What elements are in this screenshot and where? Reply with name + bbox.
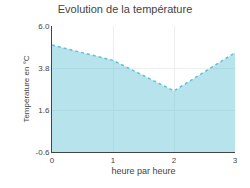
svg-text:Evolution de la température: Evolution de la température — [58, 3, 193, 15]
svg-text:3: 3 — [233, 156, 238, 165]
svg-text:1.6: 1.6 — [38, 106, 50, 115]
svg-text:2: 2 — [172, 156, 177, 165]
svg-text:heure par heure: heure par heure — [111, 166, 175, 176]
svg-text:-0.6: -0.6 — [36, 148, 50, 157]
svg-text:Température en °C: Température en °C — [22, 55, 31, 122]
svg-text:1: 1 — [111, 156, 116, 165]
svg-text:6.0: 6.0 — [38, 22, 50, 31]
svg-text:3.8: 3.8 — [38, 64, 50, 73]
svg-text:0: 0 — [50, 156, 55, 165]
